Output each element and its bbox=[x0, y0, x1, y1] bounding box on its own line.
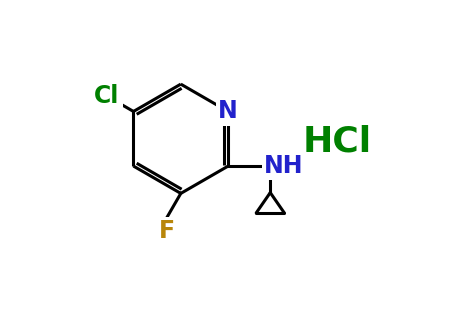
Text: N: N bbox=[218, 100, 238, 123]
Text: F: F bbox=[159, 219, 175, 243]
Text: HCl: HCl bbox=[302, 125, 372, 159]
Text: Cl: Cl bbox=[94, 84, 119, 108]
Text: NH: NH bbox=[264, 154, 303, 178]
